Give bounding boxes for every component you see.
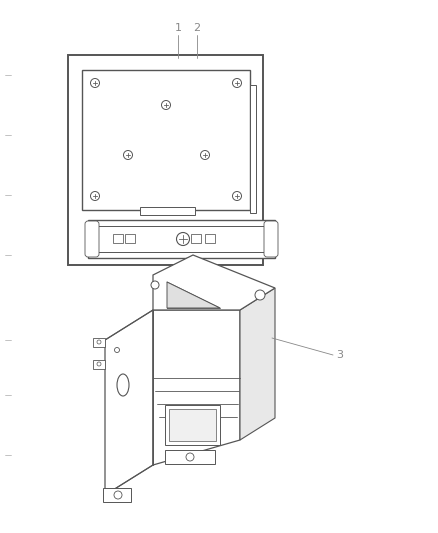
Bar [82, 70, 250, 210]
Bar [113, 234, 123, 243]
Circle shape [114, 491, 122, 499]
Bar [191, 234, 201, 243]
Bar [93, 360, 105, 369]
Circle shape [233, 191, 241, 200]
Ellipse shape [117, 374, 129, 396]
Circle shape [91, 191, 99, 200]
Bar [68, 55, 263, 265]
Bar [88, 220, 275, 258]
Polygon shape [167, 282, 220, 308]
Polygon shape [240, 288, 275, 440]
Text: 1: 1 [174, 23, 181, 33]
Polygon shape [105, 310, 153, 495]
Circle shape [97, 362, 101, 366]
FancyBboxPatch shape [264, 221, 278, 257]
Circle shape [91, 78, 99, 87]
Polygon shape [153, 255, 275, 310]
Bar [103, 488, 131, 502]
Circle shape [186, 453, 194, 461]
Circle shape [114, 348, 120, 352]
Polygon shape [153, 310, 240, 465]
Text: 3: 3 [336, 350, 343, 360]
Circle shape [177, 232, 190, 246]
Circle shape [151, 281, 159, 289]
Bar [96, 226, 267, 252]
Bar [165, 405, 220, 445]
Circle shape [255, 290, 265, 300]
Bar [169, 409, 216, 441]
Bar [140, 207, 195, 215]
Bar [205, 234, 215, 243]
Circle shape [124, 150, 133, 159]
Circle shape [233, 78, 241, 87]
Bar [165, 450, 215, 464]
Bar [250, 85, 256, 213]
Circle shape [201, 150, 209, 159]
Bar [125, 234, 135, 243]
FancyBboxPatch shape [85, 221, 99, 257]
Circle shape [97, 340, 101, 344]
Circle shape [162, 101, 170, 109]
Text: 2: 2 [194, 23, 201, 33]
Bar [93, 338, 105, 347]
